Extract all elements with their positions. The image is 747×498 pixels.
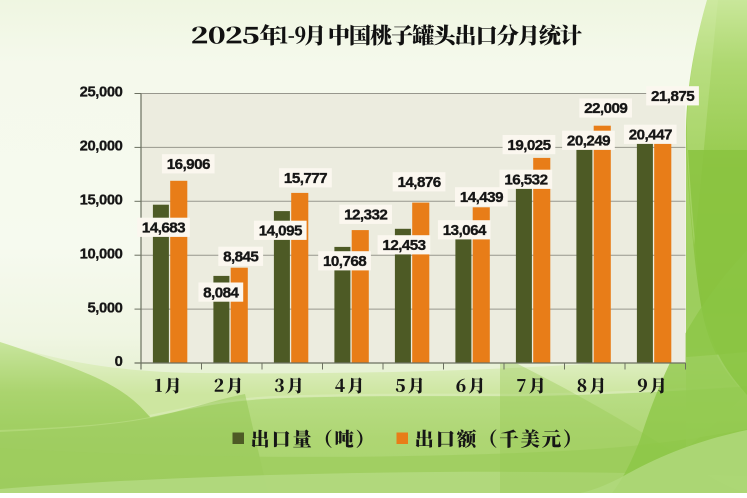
- svg-text:21,875: 21,875: [651, 88, 695, 105]
- svg-text:20,000: 20,000: [80, 139, 123, 155]
- svg-text:20,447: 20,447: [629, 127, 672, 144]
- svg-text:14,876: 14,876: [398, 174, 441, 191]
- svg-text:16,906: 16,906: [167, 156, 210, 173]
- svg-text:8,084: 8,084: [203, 284, 239, 301]
- svg-text:14,683: 14,683: [142, 220, 185, 237]
- svg-text:10,768: 10,768: [323, 253, 366, 270]
- svg-text:15,000: 15,000: [80, 193, 123, 209]
- svg-text:22,009: 22,009: [584, 100, 627, 117]
- svg-text:12,332: 12,332: [344, 207, 387, 224]
- svg-text:13,064: 13,064: [443, 222, 487, 239]
- svg-text:16,532: 16,532: [504, 172, 547, 189]
- svg-text:25,000: 25,000: [80, 85, 123, 101]
- svg-text:8,845: 8,845: [223, 249, 259, 266]
- svg-text:14,095: 14,095: [259, 223, 303, 240]
- svg-text:15,777: 15,777: [284, 170, 327, 187]
- svg-text:10,000: 10,000: [80, 246, 123, 262]
- svg-text:5,000: 5,000: [87, 300, 122, 316]
- svg-text:14,439: 14,439: [460, 189, 503, 206]
- svg-text:19,025: 19,025: [507, 137, 551, 154]
- svg-text:20,249: 20,249: [567, 133, 610, 150]
- svg-text:12,453: 12,453: [382, 237, 425, 254]
- svg-text:0: 0: [115, 354, 123, 370]
